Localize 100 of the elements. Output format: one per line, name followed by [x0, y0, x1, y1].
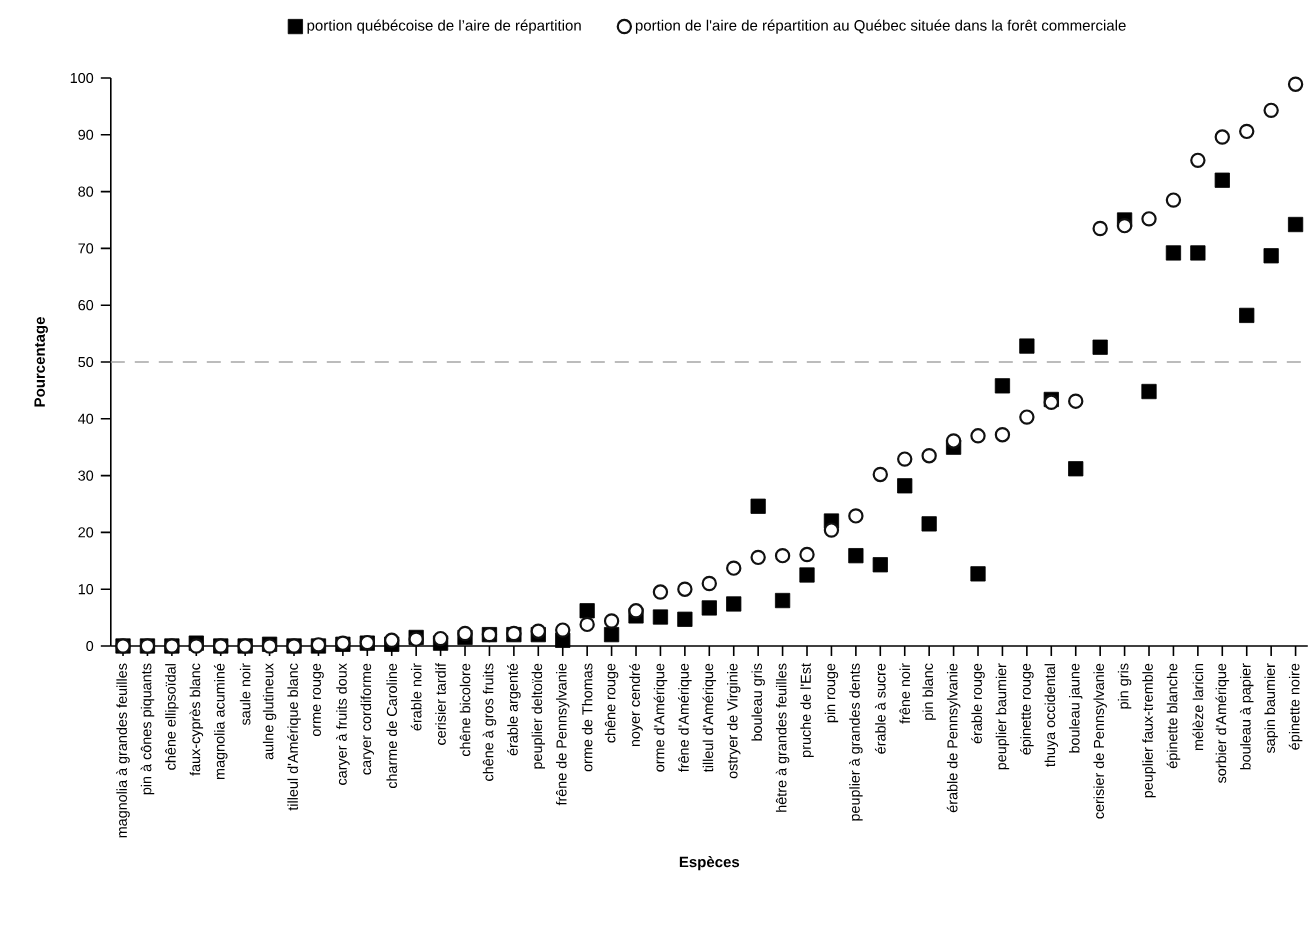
point [1092, 220, 1108, 237]
point [774, 547, 791, 564]
x-tick-label: tilleul d'Amérique [702, 663, 717, 773]
x-tick-label: noyer cendré [629, 663, 643, 747]
point [1068, 393, 1084, 409]
point [750, 498, 766, 514]
x-tick-label: magnolia acuminé [213, 663, 228, 779]
x-tick-label: pruche de l'Est [800, 663, 814, 757]
x-tick-label: épinette blanche [1166, 663, 1181, 769]
point [1214, 172, 1230, 188]
point [1141, 383, 1157, 400]
y-tick-label: 0 [86, 640, 94, 652]
point [774, 592, 791, 609]
y-tick-label: 80 [78, 186, 94, 197]
x-tick-label: aulne glutineux [262, 663, 277, 760]
y-tick-label: 60 [78, 300, 94, 311]
x-tick-label: orme d'Amérique [653, 663, 668, 772]
legend-label: portion de l'aire de répartition au Québec située dans la forêt commerciale [635, 19, 1126, 34]
point [384, 632, 400, 648]
x-tick-label: érable noir [410, 663, 422, 731]
point [799, 567, 815, 583]
x-tick-label: pin rouge [824, 663, 839, 723]
point [677, 611, 693, 627]
point [628, 603, 644, 619]
point [701, 575, 717, 592]
x-tick-label: érable de Pennsylvanie [946, 663, 961, 813]
point [457, 625, 473, 642]
x-tick-label: bouleau jaune [1069, 663, 1083, 753]
x-tick-label: chêne rouge [604, 663, 619, 743]
x-tick-label: peuplier deltoïde [531, 663, 545, 769]
legend-label: portion québécoise de l’aire de répartition [307, 19, 581, 34]
x-tick-label: cerisier tardif [435, 663, 446, 745]
x-tick-label: caryer cordiforme [360, 663, 374, 775]
point [970, 566, 986, 582]
point [897, 451, 913, 467]
point [750, 549, 766, 566]
point [652, 584, 669, 600]
point [701, 600, 717, 616]
x-tick-label: pin à cônes piquants [140, 663, 155, 795]
x-tick-label: tilleul d'Amérique blanc [287, 663, 301, 811]
x-tick-label: épinette rouge [1020, 663, 1034, 755]
x-tick-label: érable rouge [971, 663, 985, 744]
point [1214, 129, 1230, 145]
x-tick-label: pin blanc [922, 663, 936, 720]
point [848, 508, 864, 524]
x-tick-label: cerisier de Pennsylvanie [1093, 663, 1107, 819]
x-tick-label: mélèze laricin [1192, 664, 1204, 751]
point [1165, 192, 1182, 208]
y-tick-label: 90 [78, 129, 94, 140]
point [1263, 248, 1279, 264]
y-tick-label: 100 [70, 72, 94, 84]
x-tick-label: bouleau à papier [1239, 663, 1254, 770]
x-tick-label: chêne bicolore [459, 663, 471, 757]
point [823, 522, 840, 538]
x-tick-label: chêne à gros fruits [482, 663, 497, 781]
point [726, 596, 742, 612]
point [579, 603, 595, 619]
point [1092, 339, 1108, 355]
x-axis-title: Espèces [679, 856, 740, 871]
y-tick-label: 10 [78, 584, 94, 595]
point [1190, 245, 1206, 261]
point [530, 623, 546, 639]
point [555, 622, 571, 638]
point [1141, 211, 1157, 227]
x-tick-label: orme de Thomas [581, 663, 593, 772]
point [1165, 245, 1182, 261]
x-tick-label: chêne ellipsoïdal [165, 664, 179, 770]
point [970, 428, 986, 444]
point [1239, 307, 1255, 324]
x-tick-label: sapin baumier [1264, 663, 1278, 754]
point [897, 478, 913, 494]
point [872, 466, 888, 483]
point [994, 378, 1011, 394]
point [945, 433, 962, 449]
x-tick-label: pin gris [1117, 663, 1132, 709]
point [848, 548, 864, 564]
point [872, 557, 888, 573]
x-tick-label: charme de Caroline [386, 663, 397, 789]
y-tick-label: 50 [78, 356, 94, 368]
y-tick-label: 30 [78, 470, 94, 481]
x-tick-label: épinette noire [1288, 663, 1303, 750]
point [432, 630, 449, 647]
point [1116, 217, 1133, 234]
point [1239, 123, 1255, 140]
point [1019, 409, 1035, 425]
x-tick-label: peuplier baumier [995, 663, 1010, 770]
x-tick-label: peuplier à grandes dents [849, 663, 863, 821]
point [603, 613, 620, 629]
x-tick-label: frêne d'Amérique [678, 663, 692, 773]
point [603, 627, 620, 643]
x-tick-label: saule noir [239, 663, 251, 726]
point [1287, 216, 1304, 233]
x-tick-label: orme rouge [313, 663, 324, 737]
point [1068, 461, 1084, 477]
y-tick-label: 70 [78, 243, 94, 254]
point [726, 560, 742, 576]
x-tick-label: magnolia à grandes feuilles [116, 663, 130, 838]
x-tick-label: frêne noir [899, 663, 911, 724]
y-tick-label: 40 [78, 413, 94, 424]
x-tick-label: ostryer de Virginie [727, 663, 741, 779]
